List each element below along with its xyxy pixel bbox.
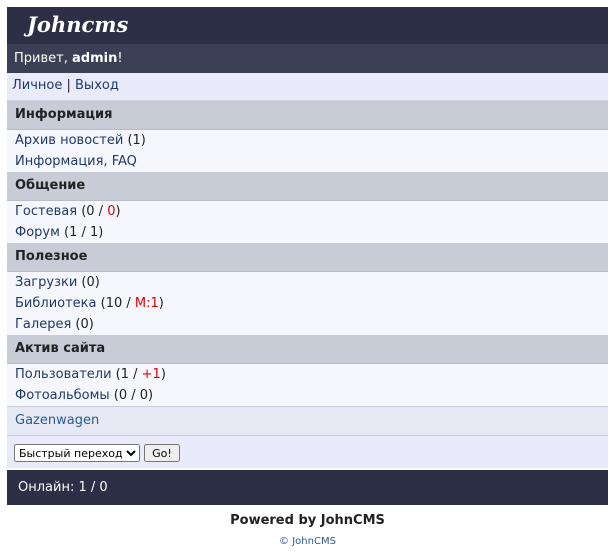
menu-item: Библиотека (10 / М:1) xyxy=(7,293,608,314)
item-count: (0) xyxy=(77,275,100,290)
menu-item: Загрузки (0) xyxy=(7,272,608,293)
item-link[interactable]: Гостевая xyxy=(15,204,78,219)
menu-item: Гостевая (0 / 0) xyxy=(7,201,608,222)
menu-item: Форум (1 / 1) xyxy=(7,222,608,243)
section-title: Информация xyxy=(7,101,608,130)
item-count: (1 / xyxy=(111,367,142,382)
separator: | xyxy=(62,78,76,93)
item-count: +1 xyxy=(141,367,161,382)
item-count: (1) xyxy=(123,133,146,148)
item-link[interactable]: Библиотека xyxy=(15,296,97,311)
logo[interactable]: Johncms xyxy=(7,7,608,44)
item-link[interactable]: Информация, FAQ xyxy=(15,154,137,169)
menu-item: Пользователи (1 / +1) xyxy=(7,364,608,385)
item-link[interactable]: Архив новостей xyxy=(15,133,124,148)
item-link[interactable]: Галерея xyxy=(15,317,72,332)
section-title: Общение xyxy=(7,172,608,201)
greeting-text: Привет, xyxy=(14,51,72,66)
menu-item: Галерея (0) xyxy=(7,314,608,335)
quick-jump: Быстрый переход Go! xyxy=(7,436,608,468)
item-link[interactable]: Загрузки xyxy=(15,275,78,290)
item-link[interactable]: Форум xyxy=(15,225,60,240)
extra-row: Gazenwagen xyxy=(7,406,608,436)
section-title: Полезное xyxy=(7,243,608,272)
item-count: (10 / xyxy=(96,296,135,311)
username: admin xyxy=(71,51,118,66)
item-count: ) xyxy=(160,367,166,382)
item-count: (0 / 0) xyxy=(109,388,154,403)
greeting: Привет, admin! xyxy=(7,44,608,73)
container: Johncms Привет, admin! Личное | Выход Ин… xyxy=(7,7,608,547)
item-count: (0 / xyxy=(77,204,108,219)
item-link[interactable]: Фотоальбомы xyxy=(15,388,110,403)
menu-link[interactable]: Выход xyxy=(75,78,119,93)
item-count: ) xyxy=(115,204,121,219)
menu-item: Фотоальбомы (0 / 0) xyxy=(7,385,608,406)
user-menu: Личное | Выход xyxy=(7,73,608,101)
item-count: (0) xyxy=(71,317,94,332)
item-count: (1 / 1) xyxy=(59,225,104,240)
item-count: 0 xyxy=(107,204,116,219)
section-title: Актив сайта xyxy=(7,335,608,364)
quick-jump-select[interactable]: Быстрый переход xyxy=(14,444,140,462)
online: Онлайн: 1 / 0 xyxy=(7,470,608,505)
menu-item: Информация, FAQ xyxy=(7,151,608,172)
item-count: М:1 xyxy=(134,296,159,311)
menu-item: Архив новостей (1) xyxy=(7,130,608,151)
sections: Информация Архив новостей (1) Информация, … xyxy=(7,101,608,406)
item-count: ) xyxy=(158,296,164,311)
powered-by: Powered by JohnCMS xyxy=(230,513,385,528)
greeting-text: ! xyxy=(117,51,123,66)
item-link[interactable]: Пользователи xyxy=(15,367,112,382)
go-button[interactable]: Go! xyxy=(144,444,180,462)
copyright[interactable]: © JohnCMS xyxy=(279,536,336,547)
extra-link[interactable]: Gazenwagen xyxy=(15,413,100,428)
menu-link[interactable]: Личное xyxy=(12,78,63,93)
